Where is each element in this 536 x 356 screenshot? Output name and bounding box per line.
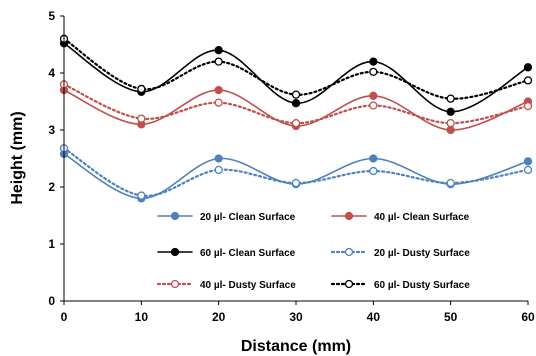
legend-item: 20 µl- Clean Surface xyxy=(157,211,296,223)
data-point-s4-3 xyxy=(291,119,301,128)
axes: 0 10 20 30 40 50 60 0 1 2 3 4 5 xyxy=(48,9,535,324)
data-point-s0-4 xyxy=(369,154,378,163)
data-point-s2-6 xyxy=(523,63,533,72)
data-point-s5-4 xyxy=(369,67,378,77)
data-point-s0-6 xyxy=(523,157,533,166)
legend-item: 60 µl- Clean Surface xyxy=(157,247,296,259)
y-tick-label: 3 xyxy=(48,123,55,137)
data-point-s3-4 xyxy=(369,166,378,176)
data-point-s3-2 xyxy=(214,165,223,175)
data-point-s3-3 xyxy=(291,178,301,188)
x-tick-label: 40 xyxy=(367,310,381,324)
legend-swatch-marker xyxy=(344,247,354,257)
legend-item: 40 µl- Clean Surface xyxy=(331,211,470,223)
legend-swatch-marker xyxy=(170,279,180,289)
legend-item: 40 µl- Dusty Surface xyxy=(156,279,296,291)
data-point-s3-6 xyxy=(523,165,533,175)
data-point-s1-4 xyxy=(369,91,378,100)
data-point-s3-5 xyxy=(446,178,455,188)
data-point-s5-1 xyxy=(137,84,146,94)
data-point-s4-6 xyxy=(523,101,533,111)
data-point-s1-2 xyxy=(214,85,223,95)
data-point-s2-2 xyxy=(214,46,223,55)
data-point-s4-5 xyxy=(446,119,455,128)
data-point-s4-1 xyxy=(137,114,146,123)
y-tick-label: 5 xyxy=(48,9,55,23)
data-point-s4-4 xyxy=(369,101,378,110)
legend-item: 20 µl- Dusty Surface xyxy=(330,247,470,259)
data-point-s0-2 xyxy=(214,154,223,163)
x-tick-label: 60 xyxy=(521,310,535,324)
x-tick-label: 0 xyxy=(61,310,68,324)
data-point-s2-5 xyxy=(446,107,455,116)
data-point-s3-1 xyxy=(137,191,146,200)
data-point-s2-4 xyxy=(369,57,378,66)
data-point-s4-2 xyxy=(214,98,223,107)
y-tick-label: 2 xyxy=(48,180,55,194)
data-point-s5-6 xyxy=(523,76,533,85)
legend: 20 µl- Clean Surface 40 µl- Clean Surface… xyxy=(156,211,470,291)
legend-label: 60 µl- Dusty Surface xyxy=(374,280,470,291)
plot-area xyxy=(59,34,533,203)
x-tick-label: 20 xyxy=(212,310,226,324)
x-tick-label: 30 xyxy=(289,310,303,324)
x-tick-label: 50 xyxy=(444,310,458,324)
legend-swatch-marker xyxy=(344,211,354,221)
data-point-s5-2 xyxy=(214,57,223,66)
legend-label: 40 µl- Clean Surface xyxy=(374,212,470,223)
legend-swatch-marker xyxy=(170,211,180,221)
data-point-s5-3 xyxy=(291,90,301,99)
series-line-3 xyxy=(62,147,530,197)
legend-label: 60 µl- Clean Surface xyxy=(200,248,296,259)
y-tick-label: 4 xyxy=(48,66,55,80)
data-point-s5-5 xyxy=(446,94,455,103)
legend-label: 40 µl- Dusty Surface xyxy=(200,280,296,291)
legend-label: 20 µl- Dusty Surface xyxy=(374,248,470,259)
x-axis-title: Distance (mm) xyxy=(241,338,351,355)
y-tick-label: 1 xyxy=(48,237,55,251)
x-tick-label: 10 xyxy=(135,310,149,324)
y-tick-label: 0 xyxy=(48,294,55,308)
legend-item: 60 µl- Dusty Surface xyxy=(330,279,470,291)
data-point-s1-5 xyxy=(446,125,455,135)
data-point-s2-3 xyxy=(291,99,301,108)
y-axis-title: Height (mm) xyxy=(9,111,26,204)
legend-label: 20 µl- Clean Surface xyxy=(200,212,296,223)
legend-swatch-marker xyxy=(170,247,180,257)
legend-swatch-marker xyxy=(344,279,354,289)
series-line-0 xyxy=(63,153,529,200)
